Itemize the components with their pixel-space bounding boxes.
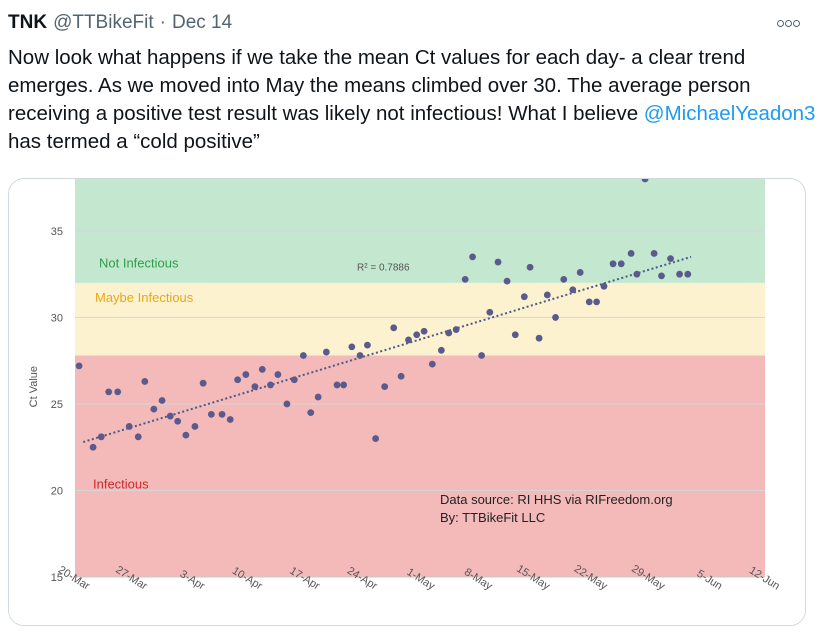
data-point [105,388,113,396]
data-point [218,410,226,418]
mention-link[interactable]: @MichaelYeadon3 [643,102,816,125]
zone-label-1: Maybe Infectious [95,290,194,305]
data-point [267,381,274,389]
zone-label-2: Not Infectious [99,255,179,270]
data-point [340,381,348,389]
data-point [486,308,494,316]
data-point [503,277,511,285]
data-point [114,388,122,396]
data-point [445,329,453,337]
data-point [141,378,149,385]
data-point [134,433,142,441]
ellipsis-icon[interactable] [777,14,803,30]
data-point [199,379,207,387]
data-point [535,334,543,342]
r-squared-label: R² = 0.7886 [357,263,410,274]
y-tick-label-0: 15 [51,572,63,584]
y-axis-title: Ct Value [28,366,40,407]
data-point [381,383,389,391]
tweet-date[interactable]: Dec 14 [171,12,233,33]
data-source-annotation-1: By: TTBikeFit LLC [440,510,545,525]
author-handle[interactable]: @TTBikeFit [53,12,154,33]
data-point [174,417,182,425]
data-point [75,362,83,370]
data-point [166,412,174,420]
data-point [333,381,341,389]
data-point [251,383,259,391]
data-point [428,360,436,368]
separator-dot: · [159,12,166,33]
data-point [158,397,166,404]
data-point [405,336,412,344]
data-point [97,433,105,441]
data-point [437,346,445,354]
data-point [348,343,356,351]
data-point [600,282,608,290]
data-point [242,371,250,378]
data-point [322,348,330,356]
y-tick-label-1: 20 [51,485,63,497]
y-tick-label-4: 35 [51,226,63,238]
data-point [469,253,476,261]
data-point [494,258,502,266]
data-point [314,393,322,401]
data-point [364,341,371,349]
data-point [585,298,593,306]
data-point [258,365,266,373]
data-point [452,326,460,333]
data-point [274,371,282,378]
data-point [356,352,364,359]
data-point [299,352,307,359]
tweet-text: Now look what happens if we take the mea… [8,44,820,156]
data-point [650,250,658,257]
data-point [461,275,469,283]
data-point [478,352,486,359]
data-point [89,443,97,451]
data-source-annotation-0: Data source: RI HHS via RIFreedom.org [440,492,673,507]
data-point [234,376,242,384]
data-point [552,314,559,321]
data-point [576,269,584,276]
tweet-header: TNK @TTBikeFit · Dec 14 [8,10,232,36]
data-point [593,298,601,306]
data-point [420,327,428,335]
data-point [397,372,405,380]
data-point [226,416,234,423]
attached-image[interactable]: 15 20 25 30 35 20-Mar 27-Mar 3-Apr 10-Apr 17-Apr 2… [8,178,806,626]
data-point [560,275,568,283]
data-point [511,331,519,339]
data-point [150,405,158,413]
data-point [633,270,641,278]
data-point [526,263,534,271]
data-point [569,286,577,294]
zone-label-0: Infectious [93,477,149,492]
data-point [627,250,635,257]
data-point [667,255,674,262]
author-name[interactable]: TNK [8,12,48,33]
data-point [543,291,551,299]
data-point [658,272,665,280]
data-point [684,270,692,278]
data-point [290,376,298,384]
data-point [413,331,421,339]
data-point [617,260,625,268]
tweet-text-after: has termed a “cold positive” [8,130,260,153]
y-tick-label-3: 30 [51,312,63,324]
data-point [125,423,133,430]
data-point [372,435,380,442]
data-point [676,270,683,278]
y-tick-label-2: 25 [51,399,63,411]
data-point [520,293,528,301]
data-point [207,410,215,418]
data-point [307,409,315,417]
data-point [609,260,617,268]
data-point [283,400,291,408]
tweet-text-before: Now look what happens if we take the mea… [8,46,751,125]
data-point [191,423,199,430]
data-point [390,324,398,332]
data-point [182,431,190,439]
data-point [641,179,649,183]
